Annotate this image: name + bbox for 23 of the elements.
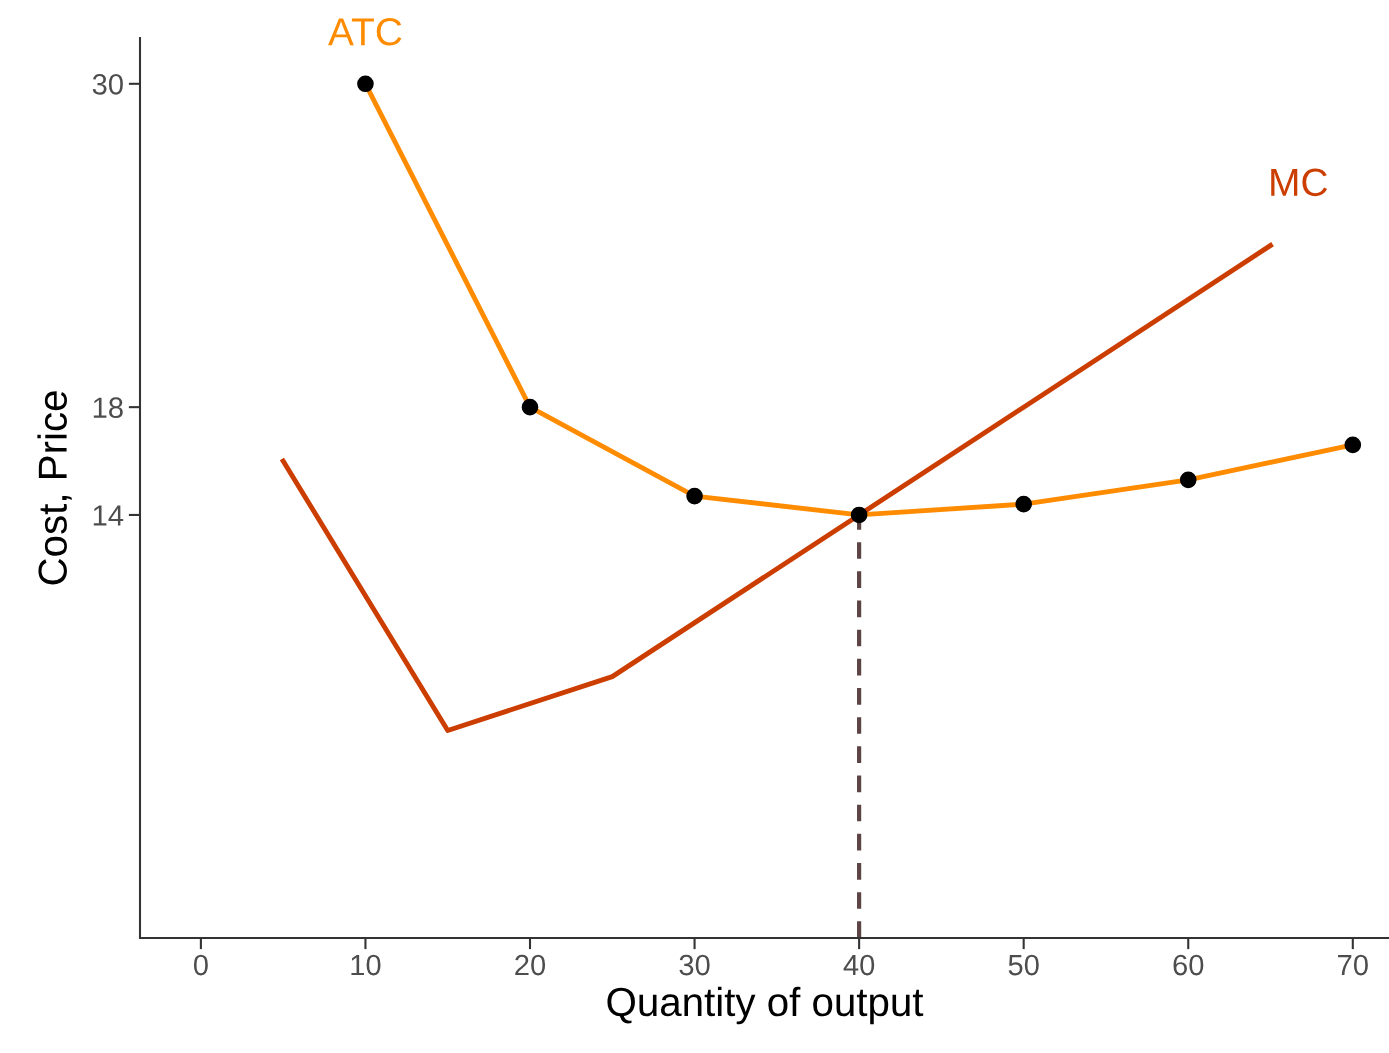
- x-axis-title: Quantity of output: [607, 986, 924, 1025]
- point: [1179, 471, 1197, 489]
- point: [850, 506, 868, 524]
- x-tick-label: 10: [351, 954, 381, 976]
- y-tick-label: 14: [93, 505, 124, 526]
- point: [1344, 436, 1362, 454]
- x-tick-label: 0: [193, 954, 208, 976]
- x-tick-label: 70: [1338, 954, 1368, 976]
- x-tick-label: 50: [1008, 954, 1039, 976]
- point: [357, 75, 374, 93]
- x-tick-label: 20: [515, 954, 546, 976]
- line-series: [280, 243, 1273, 733]
- point: [686, 487, 703, 505]
- point: [1015, 495, 1032, 513]
- y-axis-title: Cost, Price: [37, 391, 72, 585]
- y-tick-label: 30: [92, 74, 123, 95]
- series-label: ATC: [328, 18, 402, 46]
- point: [521, 398, 539, 416]
- x-tick-label: 60: [1173, 954, 1204, 976]
- x-tick-label: 30: [679, 954, 710, 976]
- x-tick-label: 40: [843, 954, 875, 976]
- y-tick-label: 18: [93, 397, 123, 419]
- series-label: MC: [1271, 168, 1328, 197]
